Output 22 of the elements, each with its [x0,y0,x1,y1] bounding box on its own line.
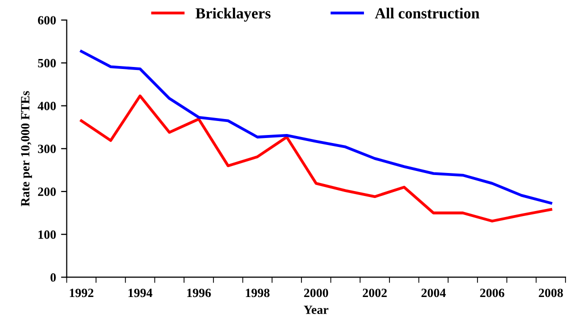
y-tick-label: 100 [38,230,56,239]
y-tick-label: 400 [38,102,56,110]
y-tick-label: 500 [38,58,56,68]
line-series [80,94,552,222]
x-tick-label: 2004 [421,288,446,298]
legend-label: All construction [374,8,480,19]
y-tick-label: 0 [50,273,56,282]
x-tick-label: 1994 [128,288,152,298]
y-tick-label: 300 [38,144,56,154]
y-tick-label: 600 [38,16,56,24]
line-series [80,50,552,204]
x-tick-label: 1996 [187,288,211,298]
x-tick-label: 2008 [538,288,563,298]
y-tick-label: 200 [38,188,56,196]
x-tick-label: 2002 [362,288,387,298]
x-tick-label: 1992 [70,288,94,298]
legend-label: Bricklayers [196,8,271,22]
x-tick-label: 2000 [304,288,328,298]
x-tick-label: 1998 [246,288,270,298]
x-axis-title: Year [304,306,328,314]
x-tick-label: 2006 [480,288,504,298]
y-axis-title: Rate per 10,000 FTEs [21,91,32,206]
